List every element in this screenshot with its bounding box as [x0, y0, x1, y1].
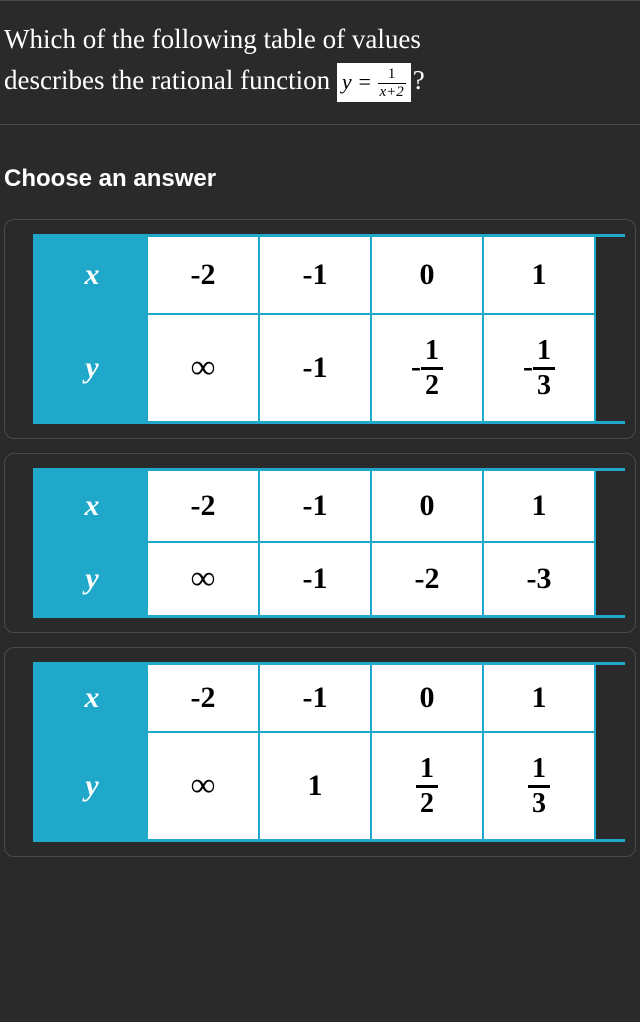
- y-value: 1: [260, 733, 372, 839]
- x-value: 0: [372, 471, 484, 543]
- answer-option-1[interactable]: x -2 -1 0 1 y ∞ -1 -12 -13: [4, 219, 636, 439]
- y-value: 12: [372, 733, 484, 839]
- y-value: ∞: [148, 543, 260, 615]
- options-container: x -2 -1 0 1 y ∞ -1 -12 -13 x: [0, 209, 640, 881]
- x-header: x: [36, 665, 148, 733]
- equation-fraction: 1x+2: [378, 67, 406, 100]
- y-value: -1: [260, 315, 372, 421]
- question-line1: Which of the following table of values: [4, 24, 421, 54]
- x-value: -2: [148, 471, 260, 543]
- y-value: -3: [484, 543, 596, 615]
- table-row: y ∞ -1 -2 -3: [36, 543, 625, 615]
- table-row: x -2 -1 0 1: [36, 471, 625, 543]
- y-header: y: [36, 315, 148, 421]
- y-value: -12: [372, 315, 484, 421]
- table-row: x -2 -1 0 1: [36, 665, 625, 733]
- x-value: -1: [260, 471, 372, 543]
- question-text: Which of the following table of values d…: [4, 19, 636, 102]
- x-value: -2: [148, 665, 260, 733]
- equation-lhs: y =: [342, 69, 378, 94]
- x-value: -1: [260, 237, 372, 315]
- y-value: ∞: [148, 315, 260, 421]
- x-value: 0: [372, 237, 484, 315]
- answer-option-2[interactable]: x -2 -1 0 1 y ∞ -1 -2 -3: [4, 453, 636, 633]
- table-row: y ∞ 1 12 13: [36, 733, 625, 839]
- y-header: y: [36, 543, 148, 615]
- value-table-1: x -2 -1 0 1 y ∞ -1 -12 -13: [33, 234, 625, 424]
- table-row: y ∞ -1 -12 -13: [36, 315, 625, 421]
- y-header: y: [36, 733, 148, 839]
- value-table-3: x -2 -1 0 1 y ∞ 1 12 13: [33, 662, 625, 842]
- y-value: -2: [372, 543, 484, 615]
- x-header: x: [36, 237, 148, 315]
- y-value: -1: [260, 543, 372, 615]
- x-value: 0: [372, 665, 484, 733]
- x-header: x: [36, 471, 148, 543]
- x-value: -2: [148, 237, 260, 315]
- x-value: 1: [484, 471, 596, 543]
- value-table-2: x -2 -1 0 1 y ∞ -1 -2 -3: [33, 468, 625, 618]
- answer-option-3[interactable]: x -2 -1 0 1 y ∞ 1 12 13: [4, 647, 636, 857]
- question-line2-pre: describes the rational function: [4, 65, 337, 95]
- x-value: 1: [484, 665, 596, 733]
- equation-image: y = 1x+2: [337, 63, 411, 102]
- choose-section: Choose an answer: [0, 125, 640, 209]
- choose-label: Choose an answer: [4, 165, 636, 193]
- y-value: 13: [484, 733, 596, 839]
- x-value: 1: [484, 237, 596, 315]
- question-container: Which of the following table of values d…: [0, 0, 640, 125]
- y-value: ∞: [148, 733, 260, 839]
- question-mark: ?: [413, 65, 425, 95]
- table-row: x -2 -1 0 1: [36, 237, 625, 315]
- x-value: -1: [260, 665, 372, 733]
- y-value: -13: [484, 315, 596, 421]
